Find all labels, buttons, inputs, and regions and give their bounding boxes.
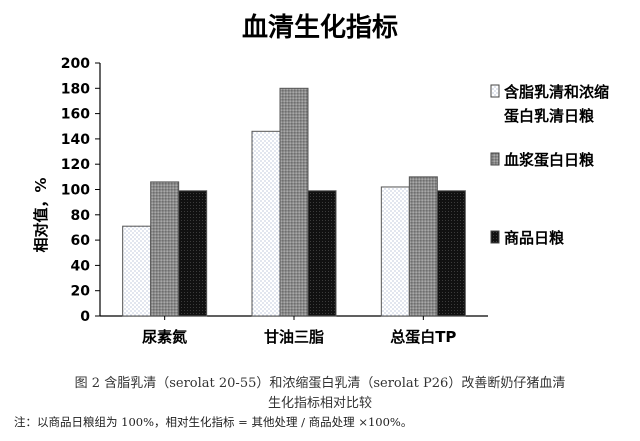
y-tick-label: 40 [71,258,91,274]
legend-swatch [490,152,500,166]
x-tick-label: 总蛋白TP [390,328,456,346]
chart-title: 血清生化指标 [242,13,398,43]
figure-caption-line1: 图 2 含脂乳清（serolat 20-55）和浓缩蛋白乳清（serolat P… [74,376,566,391]
legend-label: 蛋白乳清日粮 [504,107,595,125]
legend-label: 商品日粮 [504,229,565,247]
bar [122,225,152,317]
legend-label: 含脂乳清和浓缩 [504,83,609,101]
y-tick-label: 100 [61,183,90,199]
bar [150,181,180,317]
bar [380,186,410,317]
y-axis-label: 相对值，% [32,177,50,252]
bar [307,190,337,317]
y-tick-label: 0 [80,309,90,325]
x-tick-label: 尿素氮 [142,328,187,346]
bar [408,176,438,317]
bar [178,190,208,317]
y-tick-label: 20 [71,284,91,300]
bars [122,87,466,317]
legend-swatch [490,84,500,98]
y-tick-label: 160 [61,107,90,123]
y-tick-label: 80 [71,208,91,224]
bar [251,130,281,317]
y-ticks: 0 20 40 60 80 100 120 140 160 180 200 [61,56,100,325]
legend-swatch [490,230,500,244]
figure-caption-line2: 生化指标相对比较 [267,396,372,411]
x-tick-label: 甘油三脂 [264,328,324,346]
y-tick-label: 140 [61,132,90,148]
y-tick-label: 180 [61,81,90,97]
y-tick-label: 200 [61,56,90,72]
bar [279,87,309,317]
x-labels: 尿素氮 甘油三脂 总蛋白TP [142,316,456,346]
y-tick-label: 120 [61,157,90,173]
chart: 血清生化指标 相对值，% 0 20 40 60 80 100 120 140 160 180 200… [32,13,609,346]
y-tick-label: 60 [71,233,91,249]
bar [436,190,466,317]
figure-note: 注：以商品日粮组为 100%，相对生化指标 = 其他处理 / 商品处理 ×100… [14,415,413,429]
legend-label: 血浆蛋白日粮 [504,151,595,169]
